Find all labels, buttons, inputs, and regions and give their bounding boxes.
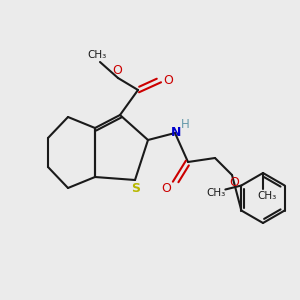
Text: S: S [131,182,140,194]
Text: O: O [161,182,171,194]
Text: CH₃: CH₃ [87,50,106,60]
Text: O: O [112,64,122,76]
Text: H: H [181,118,189,130]
Text: CH₃: CH₃ [257,191,277,201]
Text: N: N [171,127,181,140]
Text: O: O [229,176,239,190]
Text: CH₃: CH₃ [207,188,226,199]
Text: O: O [163,74,173,86]
